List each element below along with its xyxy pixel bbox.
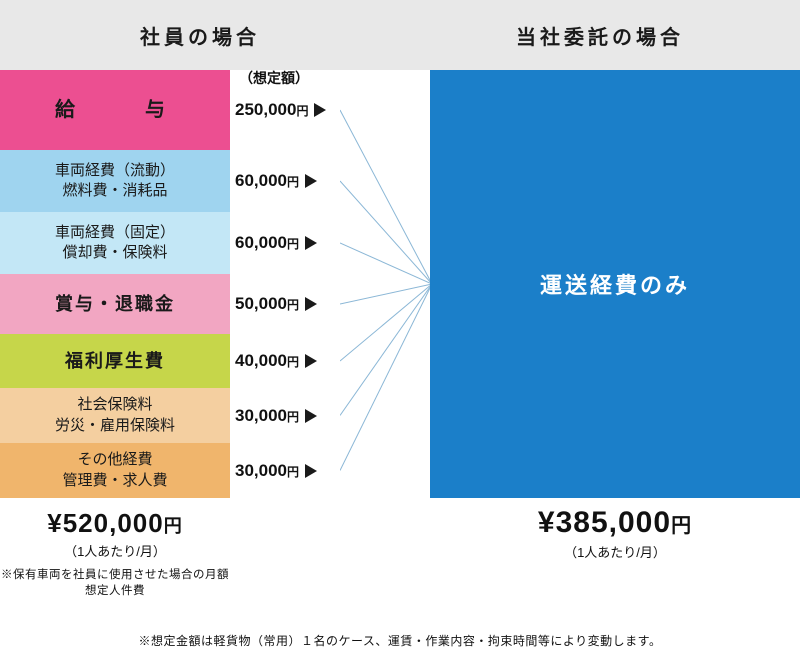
cost-segment: 車両経費（流動）燃料費・消耗品 [0, 150, 230, 212]
segment-amount: 60,000円 [235, 171, 299, 191]
cost-segment: その他経費管理費・求人費 [0, 443, 230, 498]
segment-amount-row: 40,000円 [235, 351, 317, 371]
segment-amount-row: 30,000円 [235, 406, 317, 426]
right-total-note: （1人あたり/月） [430, 542, 800, 561]
arrow-right-icon [305, 174, 317, 188]
segment-amount-row: 60,000円 [235, 171, 317, 191]
arrow-right-icon [305, 464, 317, 478]
cost-segment: 社会保険料労災・雇用保険料 [0, 388, 230, 443]
arrow-right-icon [305, 354, 317, 368]
segment-sublabel: 燃料費・消耗品 [62, 181, 167, 201]
segment-amount-row: 50,000円 [235, 294, 317, 314]
segment-amount: 30,000円 [235, 406, 299, 426]
segment-label: 賞与・退職金 [55, 292, 175, 316]
right-total-value: ¥385,000 [538, 506, 671, 539]
right-total-amount: ¥385,000円 [430, 506, 800, 540]
left-total-block: ¥520,000円 （1人あたり/月） ※保有車両を社員に使用させた場合の月額想… [0, 500, 230, 598]
left-total-value: ¥520,000 [47, 508, 163, 538]
segment-sublabel: 管理費・求人費 [62, 471, 167, 491]
left-total-amount: ¥520,000円 [0, 508, 230, 539]
arrow-right-icon [314, 103, 326, 117]
middle-amount-column: （想定額） 250,000円60,000円60,000円50,000円40,00… [235, 70, 410, 88]
segment-label: 福利厚生費 [65, 349, 165, 373]
cost-segment: 賞与・退職金 [0, 274, 230, 334]
segment-amount-row: 30,000円 [235, 461, 317, 481]
segment-amount: 30,000円 [235, 461, 299, 481]
cost-segment: 福利厚生費 [0, 334, 230, 388]
arrow-right-icon [305, 236, 317, 250]
left-stacked-column: 給 与車両経費（流動）燃料費・消耗品車両経費（固定）償却費・保険料賞与・退職金福… [0, 70, 230, 498]
header-row: 社員の場合 当社委託の場合 [0, 0, 800, 70]
segment-label: 社会保険料 [77, 395, 152, 415]
header-left: 社員の場合 [0, 0, 400, 70]
footnote: ※想定金額は軽貨物（常用）１名のケース、運賃・作業内容・拘束時間等により変動しま… [0, 632, 800, 649]
segment-label: 車両経費（流動） [55, 161, 175, 181]
arrow-right-icon [305, 297, 317, 311]
yen-suffix: 円 [164, 516, 183, 536]
right-cost-box: 運送経費のみ [430, 70, 800, 498]
left-total-note2: ※保有車両を社員に使用させた場合の月額想定人件費 [0, 566, 230, 598]
segment-label: 車両経費（固定） [55, 223, 175, 243]
segment-amount: 40,000円 [235, 351, 299, 371]
segment-sublabel: 償却費・保険料 [62, 243, 167, 263]
cost-segment: 給 与 [0, 70, 230, 150]
segment-label: 給 与 [55, 97, 175, 124]
left-total-note1: （1人あたり/月） [0, 541, 230, 560]
segment-label: その他経費 [77, 450, 152, 470]
header-right: 当社委託の場合 [400, 0, 800, 70]
assumed-amount-label: （想定額） [235, 68, 410, 88]
segment-amount-row: 250,000円 [235, 100, 326, 120]
segment-amount-row: 60,000円 [235, 233, 317, 253]
right-block: 運送経費のみ ¥385,000円 （1人あたり/月） [430, 70, 800, 561]
segment-sublabel: 労災・雇用保険料 [55, 416, 175, 436]
cost-segment: 車両経費（固定）償却費・保険料 [0, 212, 230, 274]
arrow-right-icon [305, 409, 317, 423]
segment-amount: 250,000円 [235, 100, 308, 120]
segment-amount: 50,000円 [235, 294, 299, 314]
right-total-block: ¥385,000円 （1人あたり/月） [430, 498, 800, 561]
segment-amount: 60,000円 [235, 233, 299, 253]
right-box-label: 運送経費のみ [540, 268, 690, 300]
yen-suffix: 円 [671, 515, 692, 537]
